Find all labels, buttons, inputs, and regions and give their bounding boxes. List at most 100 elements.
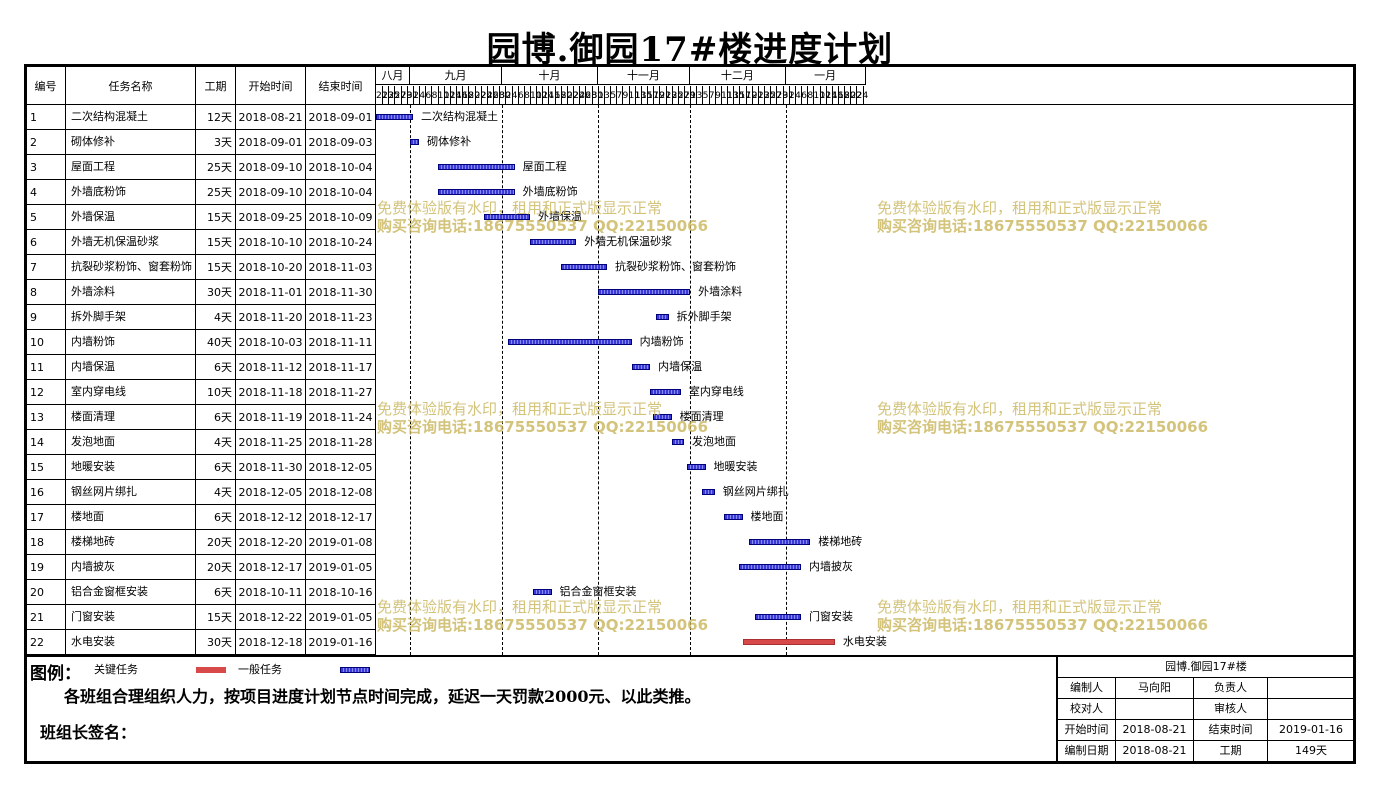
task-id: 12: [26, 380, 66, 404]
task-bar[interactable]: [754, 614, 802, 620]
task-duration: 4天: [196, 430, 236, 454]
task-row[interactable]: 7 抗裂砂浆粉饰、窗套粉饰 15天 2018-10-20 2018-11-03: [26, 255, 376, 280]
header-duration: 工期: [196, 67, 236, 105]
day-label: 12: [444, 86, 455, 104]
watermark-line2: 购买咨询电话:18675550537 QQ:22150066: [377, 217, 709, 235]
task-bar-label: 内墙披灰: [809, 560, 854, 573]
task-bar[interactable]: [597, 289, 691, 295]
task-row[interactable]: 19 内墙披灰 20天 2018-12-17 2019-01-05: [26, 555, 376, 580]
task-duration: 25天: [196, 155, 236, 179]
task-row[interactable]: 8 外墙涂料 30天 2018-11-01 2018-11-30: [26, 280, 376, 305]
task-name: 室内穿电线: [66, 380, 196, 404]
day-label: 27: [770, 86, 782, 104]
task-bar[interactable]: [739, 564, 802, 570]
critical-task-bar[interactable]: [742, 639, 835, 645]
task-name: 砌体修补: [66, 130, 196, 154]
month-1: 九月: [409, 67, 503, 85]
task-row[interactable]: 2 砌体修补 3天 2018-09-01 2018-09-03: [26, 130, 376, 155]
task-end: 2018-11-03: [306, 255, 376, 279]
day-label: 28: [585, 86, 597, 104]
task-row[interactable]: 21 门窗安装 15天 2018-12-22 2019-01-05: [26, 605, 376, 630]
task-bar[interactable]: [671, 439, 684, 445]
task-row[interactable]: 20 铝合金窗框安装 6天 2018-10-11 2018-10-16: [26, 580, 376, 605]
task-bar[interactable]: [656, 314, 669, 320]
task-id: 8: [26, 280, 66, 304]
task-row[interactable]: 15 地暖安装 6天 2018-11-30 2018-12-05: [26, 455, 376, 480]
task-bar[interactable]: [650, 389, 681, 395]
day-label: 2: [789, 86, 796, 104]
task-row[interactable]: 16 钢丝网片绑扎 4天 2018-12-05 2018-12-08: [26, 480, 376, 505]
task-duration: 30天: [196, 280, 236, 304]
task-start: 2018-11-01: [236, 280, 306, 304]
day-label: 27: [678, 86, 690, 104]
task-id: 13: [26, 405, 66, 429]
start-label: 开始时间: [1058, 720, 1116, 740]
watermark-line1: 免费体验版有水印，租用和正式版显示正常: [377, 199, 663, 217]
auditor-value: [1268, 699, 1354, 719]
task-row[interactable]: 11 内墙保温 6天 2018-11-12 2018-11-17: [26, 355, 376, 380]
start-value: 2018-08-21: [1116, 720, 1194, 740]
day-label: 14: [542, 86, 554, 104]
task-bar[interactable]: [748, 539, 811, 545]
task-row[interactable]: 14 发泡地面 4天 2018-11-25 2018-11-28: [26, 430, 376, 455]
task-start: 2018-09-10: [236, 155, 306, 179]
task-row[interactable]: 18 楼梯地砖 20天 2018-12-20 2019-01-08: [26, 530, 376, 555]
owner-label: 负责人: [1194, 678, 1268, 698]
task-bar[interactable]: [653, 414, 672, 420]
task-bar[interactable]: [437, 164, 515, 170]
task-bar-label: 铝合金窗框安装: [559, 585, 637, 598]
task-bar[interactable]: [530, 239, 577, 245]
task-bar[interactable]: [560, 264, 607, 270]
day-label: 18: [555, 86, 566, 104]
day-label: 4: [512, 86, 519, 104]
task-id: 10: [26, 330, 66, 354]
task-bar[interactable]: [508, 339, 632, 345]
day-label: 20: [561, 86, 573, 104]
task-row[interactable]: 9 拆外脚手架 4天 2018-11-20 2018-11-23: [26, 305, 376, 330]
task-start: 2018-10-20: [236, 255, 306, 279]
task-duration: 25天: [196, 180, 236, 204]
task-row[interactable]: 12 室内穿电线 10天 2018-11-18 2018-11-27: [26, 380, 376, 405]
legend-title: 图例：: [30, 664, 81, 684]
task-id: 11: [26, 355, 66, 379]
task-row[interactable]: 4 外墙底粉饰 25天 2018-09-10 2018-10-04: [26, 180, 376, 205]
task-bar[interactable]: [483, 214, 530, 220]
task-bar[interactable]: [724, 514, 743, 520]
month-separator: [690, 105, 692, 655]
task-row[interactable]: 5 外墙保温 15天 2018-09-25 2018-10-09: [26, 205, 376, 230]
task-bar[interactable]: [409, 139, 420, 145]
checker-label: 校对人: [1058, 699, 1116, 719]
task-duration: 20天: [196, 530, 236, 554]
task-row[interactable]: 13 楼面清理 6天 2018-11-19 2018-11-24: [26, 405, 376, 430]
task-duration: 20天: [196, 555, 236, 579]
task-name: 发泡地面: [66, 430, 196, 454]
day-label: 30: [499, 86, 511, 104]
task-id: 4: [26, 180, 66, 204]
watermark-line1: 免费体验版有水印，租用和正式版显示正常: [877, 199, 1163, 217]
owner-value: [1268, 678, 1354, 698]
day-label: 22: [475, 86, 486, 104]
task-bar-label: 抗裂砂浆粉饰、窗套粉饰: [615, 260, 736, 273]
task-bar[interactable]: [687, 464, 706, 470]
task-row[interactable]: 17 楼地面 6天 2018-12-12 2018-12-17: [26, 505, 376, 530]
task-bar-label: 钢丝网片绑扎: [722, 485, 789, 498]
task-row[interactable]: 3 屋面工程 25天 2018-09-10 2018-10-04: [26, 155, 376, 180]
task-bar[interactable]: [631, 364, 651, 370]
task-row[interactable]: 22 水电安装 30天 2018-12-18 2019-01-16: [26, 630, 376, 655]
task-bar[interactable]: [702, 489, 715, 495]
task-row[interactable]: 1 二次结构混凝土 12天 2018-08-21 2018-09-01: [26, 105, 376, 130]
task-bar-label: 水电安装: [842, 635, 887, 648]
task-bar[interactable]: [376, 114, 413, 120]
task-bar[interactable]: [437, 189, 515, 195]
day-label: 14: [450, 86, 462, 104]
day-label: 4: [419, 86, 427, 104]
info-row-checker: 校对人 审核人: [1058, 699, 1354, 720]
task-bar[interactable]: [533, 589, 552, 595]
task-duration: 6天: [196, 405, 236, 429]
task-row[interactable]: 10 内墙粉饰 40天 2018-10-03 2018-11-11: [26, 330, 376, 355]
task-bar-label: 屋面工程: [522, 160, 567, 173]
day-label: 13: [635, 86, 646, 104]
day-label: 4: [795, 86, 803, 104]
header-name: 任务名称: [66, 67, 196, 105]
task-row[interactable]: 6 外墙无机保温砂浆 15天 2018-10-10 2018-10-24: [26, 230, 376, 255]
